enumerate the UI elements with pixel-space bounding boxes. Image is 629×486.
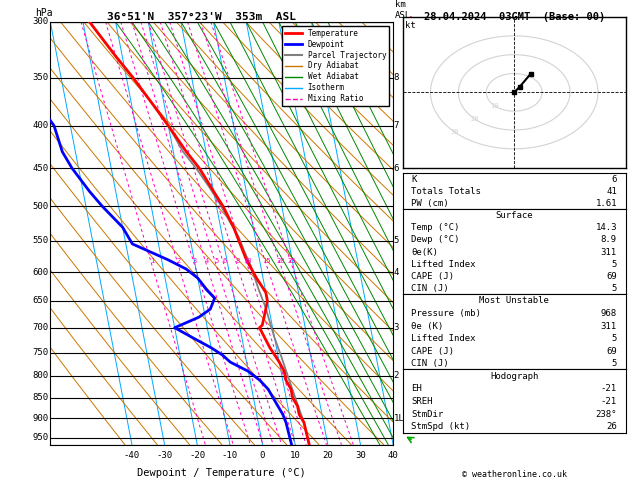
Text: 311: 311 xyxy=(601,247,617,257)
Text: Dewp (°C): Dewp (°C) xyxy=(411,235,460,244)
Text: -10: -10 xyxy=(222,451,238,460)
Text: 5: 5 xyxy=(611,334,617,343)
Text: Totals Totals: Totals Totals xyxy=(411,187,481,196)
Text: 238°: 238° xyxy=(596,410,617,419)
Text: 8: 8 xyxy=(235,258,240,264)
Text: 5: 5 xyxy=(611,359,617,368)
Text: 900: 900 xyxy=(33,414,48,423)
Text: PW (cm): PW (cm) xyxy=(411,199,449,208)
Text: kt: kt xyxy=(405,21,416,30)
Text: 7: 7 xyxy=(394,121,399,130)
Text: -40: -40 xyxy=(124,451,140,460)
Text: 650: 650 xyxy=(33,296,48,305)
Text: 4: 4 xyxy=(394,268,399,277)
Text: -20: -20 xyxy=(189,451,205,460)
Text: 6: 6 xyxy=(394,164,399,173)
Text: K: K xyxy=(411,174,417,184)
Text: SREH: SREH xyxy=(411,397,433,406)
Text: θe (K): θe (K) xyxy=(411,322,443,330)
Text: 1.61: 1.61 xyxy=(596,199,617,208)
Text: 4: 4 xyxy=(205,258,209,264)
Text: 14.3: 14.3 xyxy=(596,223,617,232)
Text: 20: 20 xyxy=(277,258,285,264)
Text: hPa: hPa xyxy=(35,8,52,17)
Text: 15: 15 xyxy=(262,258,271,264)
Text: Surface: Surface xyxy=(496,211,533,220)
Text: 1: 1 xyxy=(150,258,154,264)
Text: 5: 5 xyxy=(394,236,399,245)
Text: 1LCL: 1LCL xyxy=(394,414,415,423)
Text: 3: 3 xyxy=(192,258,197,264)
Text: 400: 400 xyxy=(33,121,48,130)
Text: 700: 700 xyxy=(33,323,48,332)
Text: 2: 2 xyxy=(176,258,181,264)
Text: 5: 5 xyxy=(611,260,617,269)
Text: 350: 350 xyxy=(33,73,48,82)
Text: 69: 69 xyxy=(606,347,617,356)
Text: 750: 750 xyxy=(33,348,48,357)
Text: -21: -21 xyxy=(601,384,617,394)
Text: 10: 10 xyxy=(490,103,499,109)
Text: Lifted Index: Lifted Index xyxy=(411,334,476,343)
Text: 30: 30 xyxy=(355,451,366,460)
Text: 26: 26 xyxy=(606,422,617,432)
Text: 20: 20 xyxy=(323,451,333,460)
Text: 69: 69 xyxy=(606,272,617,281)
Text: EH: EH xyxy=(411,384,422,394)
Text: 8: 8 xyxy=(394,73,399,82)
Text: 550: 550 xyxy=(33,236,48,245)
Text: 28.04.2024  03GMT  (Base: 00): 28.04.2024 03GMT (Base: 00) xyxy=(423,12,605,22)
Text: 950: 950 xyxy=(33,434,48,442)
Text: 968: 968 xyxy=(601,309,617,318)
Text: StmDir: StmDir xyxy=(411,410,443,419)
Text: 300: 300 xyxy=(33,17,48,26)
Text: Hodograph: Hodograph xyxy=(490,372,538,381)
Text: 30: 30 xyxy=(451,129,459,135)
Text: -30: -30 xyxy=(157,451,172,460)
Text: 3: 3 xyxy=(394,323,399,332)
Text: 0: 0 xyxy=(260,451,265,460)
Text: -21: -21 xyxy=(601,397,617,406)
Text: 450: 450 xyxy=(33,164,48,173)
Legend: Temperature, Dewpoint, Parcel Trajectory, Dry Adiabat, Wet Adiabat, Isotherm, Mi: Temperature, Dewpoint, Parcel Trajectory… xyxy=(282,26,389,106)
Text: Pressure (mb): Pressure (mb) xyxy=(411,309,481,318)
Text: CAPE (J): CAPE (J) xyxy=(411,347,455,356)
Text: 20: 20 xyxy=(470,116,479,122)
Text: 6: 6 xyxy=(222,258,226,264)
Text: 10: 10 xyxy=(243,258,252,264)
Text: θe(K): θe(K) xyxy=(411,247,438,257)
Text: 40: 40 xyxy=(387,451,399,460)
Text: 2: 2 xyxy=(394,371,399,381)
Text: Lifted Index: Lifted Index xyxy=(411,260,476,269)
Text: Most Unstable: Most Unstable xyxy=(479,296,549,305)
Text: 5: 5 xyxy=(214,258,218,264)
Text: 36°51'N  357°23'W  353m  ASL: 36°51'N 357°23'W 353m ASL xyxy=(107,12,296,22)
Text: 850: 850 xyxy=(33,393,48,402)
Text: CIN (J): CIN (J) xyxy=(411,359,449,368)
Text: 800: 800 xyxy=(33,371,48,381)
Text: © weatheronline.co.uk: © weatheronline.co.uk xyxy=(462,469,567,479)
Text: StmSpd (kt): StmSpd (kt) xyxy=(411,422,470,432)
Text: 500: 500 xyxy=(33,202,48,211)
Text: Mixing Ratio (g/kg): Mixing Ratio (g/kg) xyxy=(423,182,432,284)
Text: 41: 41 xyxy=(606,187,617,196)
Text: Dewpoint / Temperature (°C): Dewpoint / Temperature (°C) xyxy=(137,468,306,478)
Text: 8.9: 8.9 xyxy=(601,235,617,244)
Text: km
ASL: km ASL xyxy=(395,0,411,20)
Text: Temp (°C): Temp (°C) xyxy=(411,223,460,232)
Text: CIN (J): CIN (J) xyxy=(411,284,449,293)
Text: 5: 5 xyxy=(611,284,617,293)
Text: 6: 6 xyxy=(611,174,617,184)
Text: 600: 600 xyxy=(33,268,48,277)
Text: CAPE (J): CAPE (J) xyxy=(411,272,455,281)
Text: 25: 25 xyxy=(288,258,296,264)
Text: 311: 311 xyxy=(601,322,617,330)
Text: 10: 10 xyxy=(290,451,301,460)
